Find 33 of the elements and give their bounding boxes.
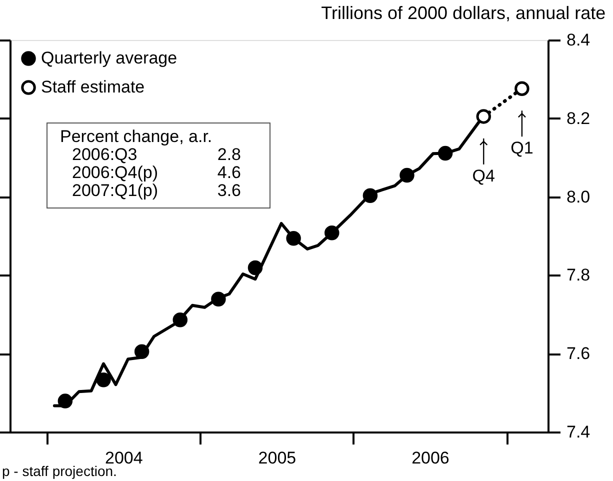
y-tick-label: 8.0 (566, 187, 590, 206)
annotation: Q4 (472, 166, 495, 186)
point (96, 372, 111, 388)
annotation: 4.6 (217, 163, 241, 182)
y-axis-title: Trillions of 2000 dollars, annual rate (321, 3, 606, 23)
point (58, 394, 73, 408)
y-tick-label: 7.8 (566, 266, 590, 285)
legend-label: Quarterly average (41, 48, 178, 68)
annotation: 3.6 (217, 181, 241, 200)
annotation: 2.8 (217, 145, 241, 164)
y-tick-label: 8.4 (566, 30, 590, 50)
x-tick-label: 2005 (258, 448, 296, 468)
annotation: Q1 (510, 138, 534, 158)
x-tick-label: 2006 (412, 448, 450, 468)
annotation: 2006:Q4(p) (72, 163, 158, 182)
point (362, 188, 378, 203)
point (286, 230, 301, 246)
point (476, 109, 491, 124)
point (400, 168, 414, 183)
annotation: Percent change, a.r. (60, 127, 212, 146)
point (134, 344, 150, 359)
annotation: 2006:Q3 (72, 145, 138, 164)
point (172, 312, 188, 328)
point (514, 81, 530, 96)
point (438, 146, 453, 161)
point (211, 292, 226, 306)
y-tick-label: 7.4 (566, 422, 590, 442)
point (324, 226, 340, 240)
y-tick-label: 8.2 (566, 108, 590, 128)
annotation: 2007:Q1(p) (72, 181, 158, 200)
y-tick-label: 7.6 (566, 344, 590, 364)
point (248, 260, 263, 276)
legend-label: Staff estimate (41, 78, 145, 96)
